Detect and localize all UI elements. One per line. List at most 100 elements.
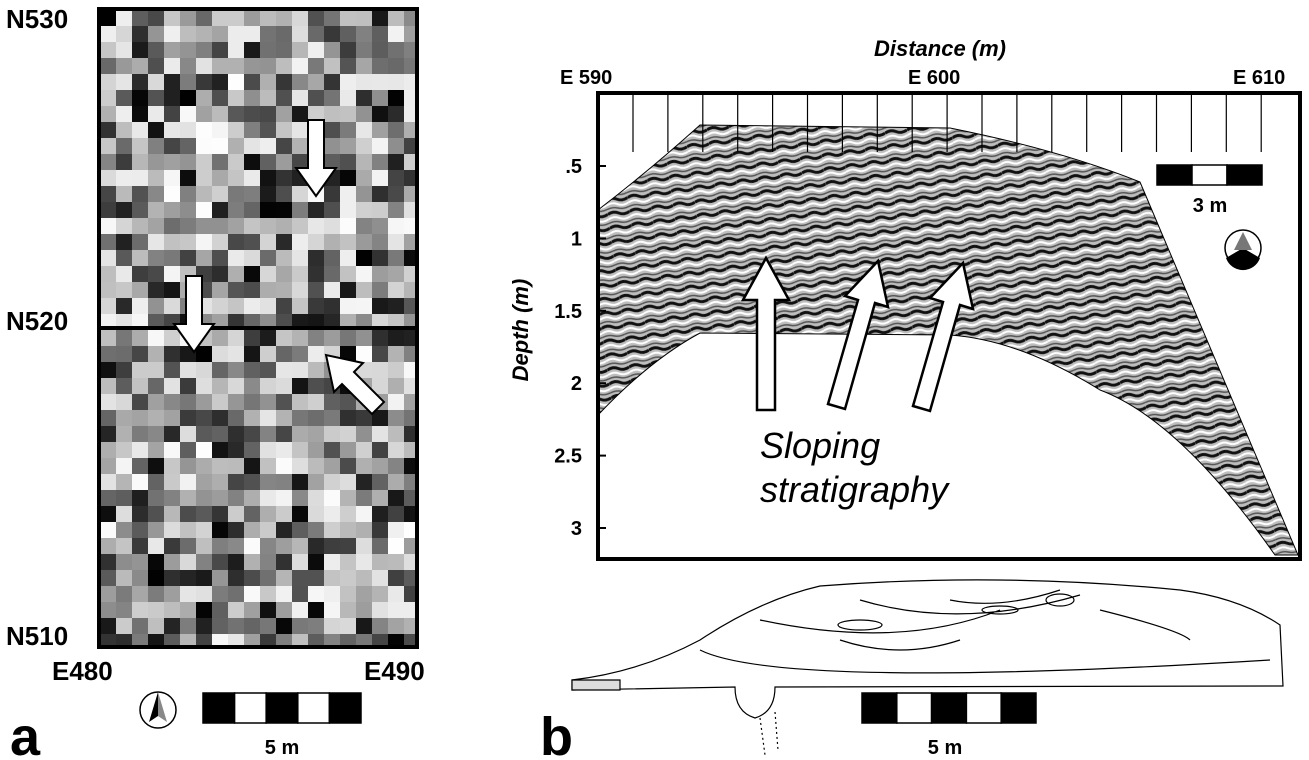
pixel xyxy=(276,474,292,490)
arrow xyxy=(740,255,792,412)
pixel xyxy=(276,602,292,618)
pixel xyxy=(308,394,324,410)
pixel xyxy=(404,282,416,298)
pixel xyxy=(132,186,148,202)
pixel xyxy=(276,42,292,58)
pixel xyxy=(260,618,276,634)
pixel xyxy=(132,106,148,122)
pixel xyxy=(212,394,228,410)
pixel xyxy=(228,154,244,170)
pixel xyxy=(196,634,212,646)
pixel xyxy=(388,458,404,474)
pixel xyxy=(212,42,228,58)
pixel xyxy=(100,106,116,122)
pixel xyxy=(276,90,292,106)
easting-label: E490 xyxy=(364,656,425,686)
pixel xyxy=(324,538,340,554)
pixel xyxy=(356,346,372,362)
pixel xyxy=(100,506,116,522)
pixel xyxy=(244,218,260,234)
pixel xyxy=(164,410,180,426)
pixel xyxy=(260,522,276,538)
pixel xyxy=(308,586,324,602)
pixel xyxy=(340,266,356,282)
pixel xyxy=(100,554,116,570)
pixel xyxy=(372,570,388,586)
pixel xyxy=(356,426,372,442)
pixel xyxy=(164,10,180,26)
pixel xyxy=(324,554,340,570)
pixel xyxy=(356,282,372,298)
pixel xyxy=(148,538,164,554)
pixel xyxy=(228,250,244,266)
pixel xyxy=(116,138,132,154)
pixel xyxy=(100,122,116,138)
pixel xyxy=(196,202,212,218)
pixel xyxy=(276,122,292,138)
pixel xyxy=(212,10,228,26)
pixel xyxy=(116,490,132,506)
pixel xyxy=(260,330,276,346)
pixel xyxy=(340,442,356,458)
pixel xyxy=(244,234,260,250)
scale-label: 3 m xyxy=(1193,195,1227,217)
pixel xyxy=(244,202,260,218)
pixel xyxy=(260,634,276,646)
pixel xyxy=(148,602,164,618)
pixel xyxy=(340,522,356,538)
pixel xyxy=(324,602,340,618)
pixel xyxy=(356,570,372,586)
pixel xyxy=(100,346,116,362)
pixel xyxy=(308,458,324,474)
pixel xyxy=(148,26,164,42)
pixel xyxy=(372,186,388,202)
pixel xyxy=(148,138,164,154)
pixel xyxy=(116,282,132,298)
pixel xyxy=(388,10,404,26)
pixel xyxy=(228,282,244,298)
pixel xyxy=(308,234,324,250)
pixel xyxy=(148,330,164,346)
pixel xyxy=(132,74,148,90)
pixel xyxy=(196,218,212,234)
pixel xyxy=(356,458,372,474)
pixel xyxy=(132,282,148,298)
pixel xyxy=(404,570,416,586)
pixel xyxy=(388,298,404,314)
pixel xyxy=(372,218,388,234)
pixel xyxy=(308,266,324,282)
pixel xyxy=(356,506,372,522)
pixel xyxy=(100,570,116,586)
pixel xyxy=(340,474,356,490)
pixel xyxy=(340,634,356,646)
pixel xyxy=(372,602,388,618)
pixel xyxy=(276,394,292,410)
pixel xyxy=(324,122,340,138)
pixel xyxy=(164,106,180,122)
pixel xyxy=(100,442,116,458)
pixel xyxy=(404,122,416,138)
pixel xyxy=(100,618,116,634)
pixel xyxy=(356,122,372,138)
pixel xyxy=(228,298,244,314)
pixel xyxy=(308,298,324,314)
pixel xyxy=(276,362,292,378)
pixel xyxy=(292,122,308,138)
pixel xyxy=(228,426,244,442)
pixel xyxy=(100,634,116,646)
pixel xyxy=(372,234,388,250)
pixel xyxy=(116,458,132,474)
pixel xyxy=(132,522,148,538)
pixel xyxy=(196,538,212,554)
pixel xyxy=(276,506,292,522)
pixel xyxy=(324,58,340,74)
pixel xyxy=(180,58,196,74)
pixel xyxy=(388,602,404,618)
pixel xyxy=(260,362,276,378)
pixel xyxy=(116,106,132,122)
pixel xyxy=(372,202,388,218)
pixel xyxy=(340,554,356,570)
pixel xyxy=(148,122,164,138)
pixel xyxy=(276,10,292,26)
pixel xyxy=(340,106,356,122)
